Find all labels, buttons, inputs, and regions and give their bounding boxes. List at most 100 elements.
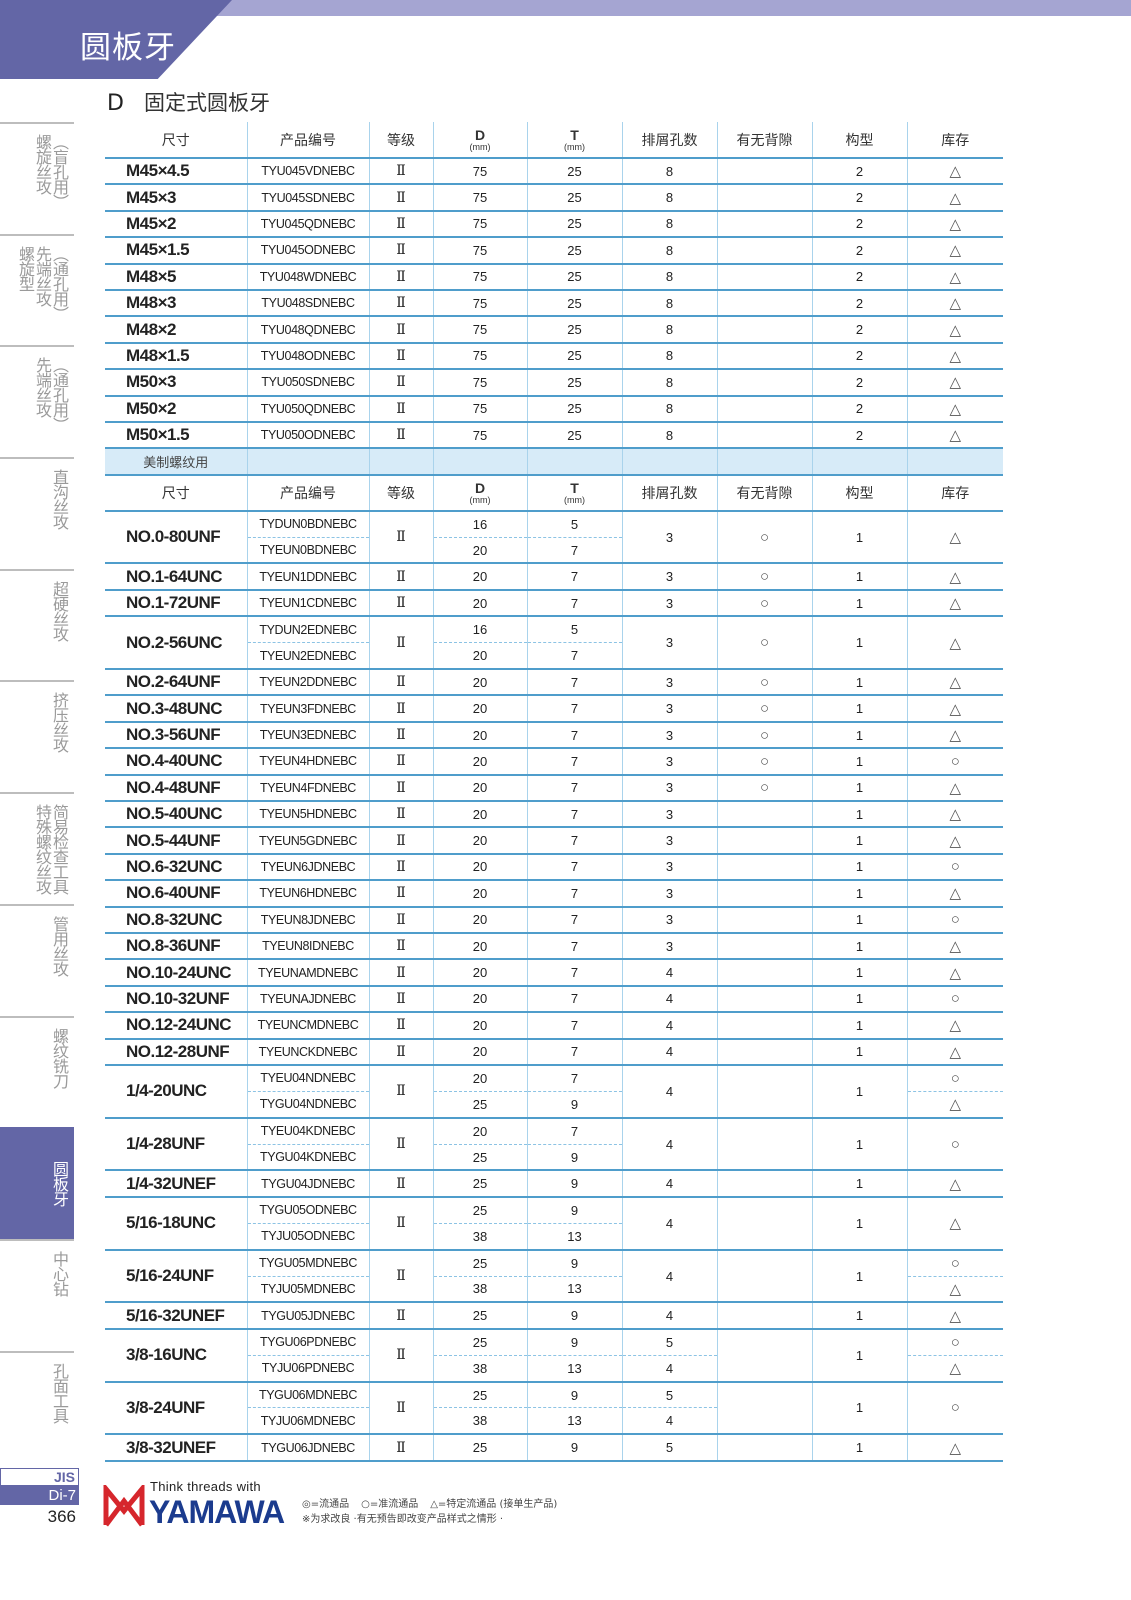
type-cell: 2 bbox=[811, 263, 908, 291]
table-header-row: 尺寸 产品编号 等级 D (mm) T (mm) 排屑孔数 有无背隙 构型 库存 bbox=[105, 122, 1003, 159]
sidebar-item-3[interactable]: 直沟丝攻 bbox=[0, 457, 74, 569]
table-row: NO.8-32UNC TYEUN8JDNEBC Ⅱ 20 7 3 1 ○ bbox=[105, 906, 1003, 934]
sidebar-item-1[interactable]: 螺旋型 先端丝攻 ︵通孔用︶ bbox=[0, 233, 74, 346]
sidebar-item-label: 管用丝攻 bbox=[50, 915, 69, 976]
stock-cell: △ bbox=[906, 184, 1003, 212]
stock-cell: ○ bbox=[906, 853, 1003, 882]
size-cell: M45×1.5 bbox=[105, 237, 248, 265]
sidebar-item-2[interactable]: 先端丝攻 ︵通孔用︶ bbox=[0, 345, 74, 457]
size-cell: 5/16-18UNC bbox=[105, 1196, 248, 1251]
column-header-label: 尺寸 bbox=[161, 132, 190, 149]
grade-cell: Ⅱ bbox=[368, 721, 434, 750]
grade-cell: Ⅱ bbox=[368, 1196, 434, 1251]
table-row: NO.10-32UNF TYEUNAJDNEBC Ⅱ 20 7 4 1 ○ bbox=[105, 985, 1003, 1014]
grade-cell: Ⅱ bbox=[368, 880, 434, 908]
thickness-cell: 7 bbox=[526, 642, 622, 671]
product-code-cell: TYEUN6JDNEBC bbox=[246, 853, 370, 882]
table-row: TYEUN0BDNEBC 20 7 bbox=[105, 537, 1003, 565]
type-cell: 1 bbox=[811, 748, 908, 776]
table-row: TYEUN2EDNEBC 20 7 bbox=[105, 642, 1003, 671]
product-code-cell: TYGU04NDNEBC bbox=[247, 1091, 370, 1119]
stock-cell: ○ bbox=[906, 985, 1003, 1014]
diameter-cell: 75 bbox=[432, 316, 528, 344]
sidebar-item-10[interactable]: 中心钻 bbox=[0, 1238, 74, 1351]
sidebar-item-4[interactable]: 超硬丝攻 bbox=[0, 568, 74, 681]
size-cell: NO.3-48UNC bbox=[105, 695, 248, 723]
sidebar-item-label: 螺旋型 bbox=[16, 245, 35, 291]
grade-cell: Ⅱ bbox=[368, 1328, 434, 1383]
table-row: NO.10-24UNC TYEUNAMDNEBC Ⅱ 20 7 4 1 △ bbox=[105, 959, 1003, 987]
product-code-cell: TYEUN5GDNEBC bbox=[246, 827, 370, 855]
back-clearance-cell bbox=[716, 1064, 813, 1119]
back-clearance-cell bbox=[716, 316, 813, 344]
diameter-cell: 20 bbox=[432, 906, 528, 934]
diameter-cell: 20 bbox=[432, 1012, 528, 1040]
table-row: NO.4-40UNC TYEUN4HDNEBC Ⅱ 20 7 3 ○ 1 ○ bbox=[105, 748, 1003, 776]
thickness-cell: 7 bbox=[526, 1064, 623, 1092]
sidebar-item-9[interactable]: 圆板牙 bbox=[0, 1127, 74, 1239]
grade-cell: Ⅱ bbox=[368, 289, 434, 318]
diameter-cell: 16 bbox=[432, 616, 528, 644]
chip-holes-cell: 3 bbox=[621, 800, 718, 829]
sidebar-item-8[interactable]: 螺纹铣刀 bbox=[0, 1015, 74, 1128]
type-cell: 1 bbox=[811, 800, 908, 829]
sidebar-item-11[interactable]: 孔面工具 bbox=[0, 1350, 74, 1463]
size-cell: 5/16-24UNF bbox=[105, 1249, 248, 1304]
stock-cell: △ bbox=[906, 800, 1003, 829]
back-clearance-cell: ○ bbox=[716, 748, 813, 776]
chip-holes-cell: 4 bbox=[621, 1012, 718, 1040]
diameter-cell: 20 bbox=[432, 537, 528, 565]
stock-cell: △ bbox=[906, 563, 1003, 591]
grade-cell: Ⅱ bbox=[368, 563, 434, 591]
sidebar-item-6[interactable]: 特殊螺纹丝攻 简易检查工具 bbox=[0, 792, 74, 904]
product-code-cell: TYGU06MDNEBC bbox=[246, 1381, 370, 1409]
category-title: 圆板牙 bbox=[80, 30, 176, 66]
column-header-label: 尺寸 bbox=[161, 485, 190, 502]
column-header: 库存 bbox=[906, 122, 1003, 159]
size-cell: NO.1-64UNC bbox=[105, 563, 248, 591]
sidebar-item-0[interactable]: 螺旋丝攻 ︵盲孔用︶ bbox=[0, 122, 74, 234]
diameter-cell: 25 bbox=[432, 1170, 528, 1198]
sidebar-item-label: ︵通孔用︶ bbox=[50, 245, 69, 321]
grade-cell: Ⅱ bbox=[368, 184, 434, 212]
table-row: NO.2-56UNC TYDUN2EDNEBC Ⅱ 16 5 3 ○ 1 △ bbox=[105, 616, 1003, 671]
column-header: T (mm) bbox=[526, 122, 623, 159]
back-clearance-cell bbox=[716, 1170, 813, 1198]
column-header-label: 构型 bbox=[845, 132, 874, 149]
back-clearance-cell bbox=[716, 342, 813, 371]
stock-cell: △ bbox=[906, 421, 1003, 450]
thread-group-band: 美制螺纹用 bbox=[105, 448, 1003, 476]
column-header-label: 产品编号 bbox=[280, 485, 336, 502]
thickness-cell: 5 bbox=[526, 616, 623, 644]
back-clearance-cell bbox=[716, 1302, 813, 1330]
sidebar-item-7[interactable]: 管用丝攻 bbox=[0, 903, 74, 1016]
sidebar-item-5[interactable]: 挤压丝攻 bbox=[0, 680, 74, 792]
column-header: 排屑孔数 bbox=[621, 474, 718, 512]
sidebar-item-label: 先端丝攻 bbox=[33, 245, 52, 306]
stock-cell: △ bbox=[906, 1038, 1003, 1066]
product-code-cell: TYU048ODNEBC bbox=[246, 342, 370, 371]
page-number: 366 bbox=[47, 1507, 76, 1526]
stock-cell: △ bbox=[906, 289, 1003, 318]
diameter-cell: 20 bbox=[432, 721, 528, 750]
chip-holes-cell: 8 bbox=[621, 395, 718, 423]
type-cell: 1 bbox=[811, 669, 908, 697]
table-row: TYJU06MDNEBC 38 13 4 bbox=[105, 1407, 1003, 1436]
table-row: NO.2-64UNF TYEUN2DDNEBC Ⅱ 20 7 3 ○ 1 △ bbox=[105, 669, 1003, 697]
stock-cell: △ bbox=[906, 1196, 1003, 1251]
size-cell: NO.12-24UNC bbox=[105, 1012, 248, 1040]
table-row: 3/8-16UNC TYGU06PDNEBC Ⅱ 25 9 5 1 ○ bbox=[105, 1328, 1003, 1383]
diameter-cell: 25 bbox=[432, 1328, 528, 1356]
table-header-row: 尺寸 产品编号 等级 D (mm) T (mm) 排屑孔数 有无背隙 构型 库存 bbox=[105, 474, 1003, 512]
thickness-cell: 7 bbox=[526, 695, 623, 723]
stock-cell: △ bbox=[906, 342, 1003, 371]
product-code-cell: TYEUN2DDNEBC bbox=[246, 669, 370, 697]
column-header-unit: (mm) bbox=[564, 494, 585, 505]
size-cell: M45×4.5 bbox=[105, 158, 248, 186]
grade-cell: Ⅱ bbox=[368, 1434, 434, 1462]
diameter-cell: 20 bbox=[432, 563, 528, 591]
product-code-cell: TYEUN5HDNEBC bbox=[246, 800, 370, 829]
thickness-cell: 7 bbox=[526, 563, 623, 591]
stock-cell: ○ bbox=[906, 1381, 1003, 1436]
column-header-label: 等级 bbox=[387, 132, 415, 149]
